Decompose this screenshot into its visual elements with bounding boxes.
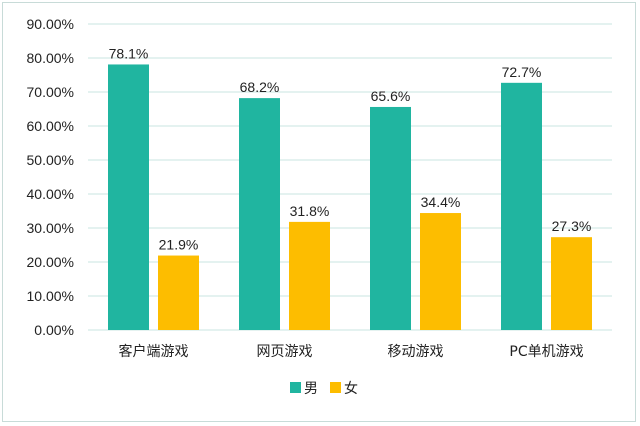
data-label: 31.8% — [290, 203, 330, 219]
bar-female — [158, 255, 199, 330]
x-category-label: PC单机游戏 — [509, 344, 583, 360]
data-label: 21.9% — [159, 237, 199, 253]
y-tick-label: 20.00% — [27, 254, 74, 270]
y-tick-label: 30.00% — [27, 220, 74, 236]
y-tick-label: 40.00% — [27, 186, 74, 202]
bar-female — [289, 221, 330, 330]
data-label: 78.1% — [109, 45, 149, 61]
x-category-label: 移动游戏 — [388, 344, 444, 360]
bar-female — [551, 237, 592, 330]
bar-female — [420, 213, 461, 330]
bar-male — [239, 98, 280, 331]
y-tick-label: 90.00% — [27, 16, 74, 32]
legend-swatch — [330, 382, 341, 393]
data-label: 27.3% — [552, 218, 592, 234]
x-category-label: 网页游戏 — [257, 344, 313, 360]
y-tick-label: 10.00% — [27, 288, 74, 304]
y-tick-label: 60.00% — [27, 118, 74, 134]
bar-male — [108, 64, 149, 331]
data-label: 68.2% — [240, 79, 280, 95]
y-tick-label: 80.00% — [27, 50, 74, 66]
y-tick-label: 50.00% — [27, 152, 74, 168]
bar-male — [370, 106, 411, 331]
x-category-label: 客户端游戏 — [119, 343, 189, 360]
data-label: 72.7% — [502, 64, 542, 80]
legend-label: 男 — [304, 381, 318, 397]
bar-male — [501, 82, 542, 330]
data-label: 65.6% — [371, 88, 411, 104]
y-tick-label: 70.00% — [27, 84, 74, 100]
legend-label: 女 — [344, 380, 358, 397]
legend-swatch — [290, 382, 301, 393]
y-tick-label: 0.00% — [34, 322, 74, 338]
data-label: 34.4% — [421, 194, 461, 210]
